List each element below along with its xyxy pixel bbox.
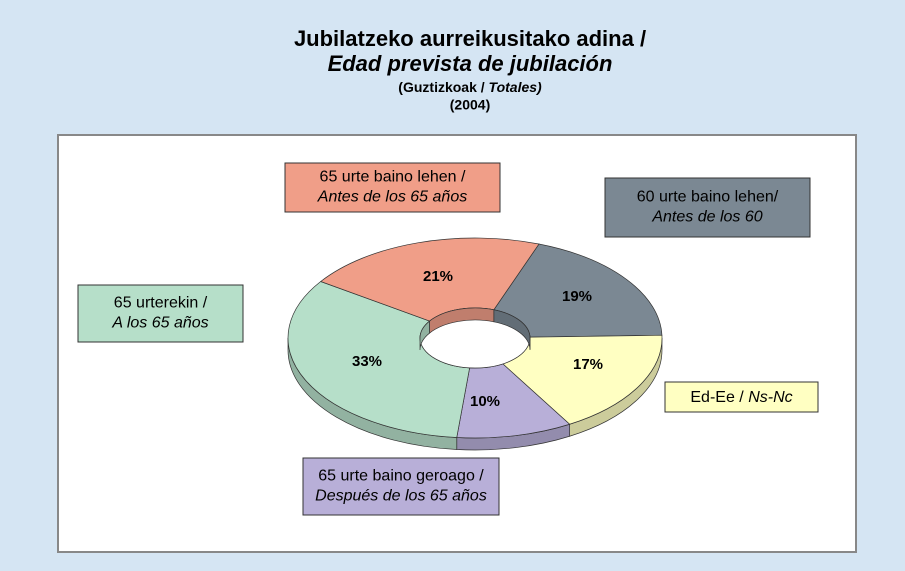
- subtitle-part: (Guztizkoak /: [398, 79, 484, 95]
- slice-side: [429, 307, 495, 334]
- chart-title: Jubilatzeko aurreikusitako adina /: [294, 26, 646, 51]
- legend-label: Antes de los 65 años: [317, 189, 467, 206]
- subtitle-part: Totales): [489, 79, 542, 95]
- data-label: 33%: [352, 353, 382, 370]
- legend-box: [284, 162, 501, 213]
- legend-label: 60 urte baino lehen/: [637, 189, 779, 206]
- data-label: 17%: [573, 356, 603, 373]
- legend-box: [664, 381, 819, 413]
- legend-label-part: Ns-Nc: [748, 389, 792, 406]
- legend-label: Después de los 65 años: [315, 488, 487, 505]
- data-label: 10%: [470, 393, 500, 410]
- legend-box: [77, 284, 244, 343]
- legend-label: 65 urte baino lehen /: [320, 169, 466, 186]
- chart-title: Edad prevista de jubilación: [328, 51, 613, 76]
- legend-label: A los 65 años: [111, 315, 208, 332]
- legend-label: Ed-Ee / Ns-Nc: [690, 389, 792, 406]
- legend-label: Antes de los 60: [651, 209, 762, 226]
- legend-box: [604, 177, 811, 238]
- chart-date: (2004): [450, 97, 490, 113]
- legend-label-part: Ed-Ee /: [690, 389, 744, 406]
- data-label: 21%: [423, 268, 453, 285]
- data-label: 19%: [562, 288, 592, 305]
- legend-box: [302, 457, 500, 516]
- legend-label: 65 urte baino geroago /: [318, 468, 484, 485]
- legend-label: 65 urterekin /: [114, 295, 208, 312]
- chart-subtitle: (Guztizkoak / Totales): [398, 79, 542, 95]
